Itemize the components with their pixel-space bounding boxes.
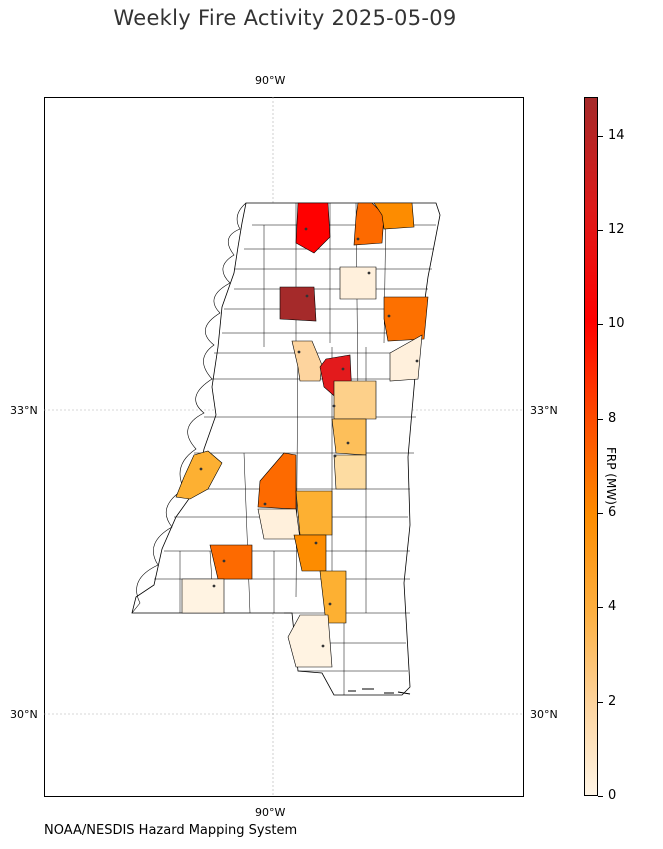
map-frame	[44, 97, 524, 797]
colorbar-tick-8	[598, 419, 603, 420]
county-fire-amber-northeast	[373, 202, 415, 230]
county-fire-orange-east	[383, 296, 429, 342]
colorbar	[584, 97, 598, 796]
county-fire-gold-center	[331, 418, 367, 456]
county-fire-pale-southwest	[181, 578, 225, 614]
county-fire-pale-east	[389, 334, 423, 382]
county-fire-red-north	[295, 202, 331, 254]
colorbar-label-2: 2	[608, 694, 617, 709]
state-outline	[131, 202, 441, 696]
source-credit: NOAA/NESDIS Hazard Mapping System	[44, 823, 298, 838]
county-fire-gold-delta	[175, 450, 223, 500]
state-map	[44, 97, 524, 797]
county-fire-pale-north	[339, 266, 377, 300]
colorbar-tick-0	[598, 796, 603, 797]
lat-label-30-right: 30°N	[530, 708, 558, 721]
colorbar-label-12: 12	[608, 222, 625, 237]
lon-label-top: 90°W	[255, 74, 286, 87]
county-fire-darkred	[279, 286, 317, 322]
colorbar-tick-14	[598, 136, 603, 137]
colorbar-tick-6	[598, 513, 603, 514]
county-fire-gold-south	[319, 570, 347, 624]
colorbar-label-0: 0	[608, 788, 617, 803]
county-fire-gold-mid	[295, 490, 333, 536]
colorbar-label-10: 10	[608, 316, 625, 331]
colorbar-label-6: 6	[608, 505, 617, 520]
lat-label-33-left: 33°N	[10, 404, 38, 417]
county-fire-orange-southwest	[209, 544, 253, 580]
county-fire-light-center	[333, 454, 367, 490]
map-title: Weekly Fire Activity 2025-05-09	[113, 6, 457, 30]
coastal-islands	[348, 688, 411, 695]
colorbar-label-8: 8	[608, 411, 617, 426]
county-fire-pale-coast	[287, 614, 333, 668]
colorbar-tick-4	[598, 607, 603, 608]
county-fire-light-band	[333, 380, 377, 420]
colorbar-title: FRP (MW)	[604, 447, 618, 505]
colorbar-tick-2	[598, 702, 603, 703]
colorbar-label-4: 4	[608, 599, 617, 614]
lat-label-30-left: 30°N	[10, 708, 38, 721]
county-fire-orange-west	[257, 452, 297, 510]
fire-counties	[175, 202, 429, 668]
colorbar-tick-10	[598, 324, 603, 325]
river-border	[131, 202, 247, 614]
lat-label-33-right: 33°N	[530, 404, 558, 417]
county-fire-orange-north	[353, 202, 385, 246]
county-fire-pale-mid	[257, 508, 301, 540]
colorbar-label-14: 14	[608, 128, 625, 143]
fire-points	[199, 227, 419, 648]
lon-label-bottom: 90°W	[255, 806, 286, 819]
colorbar-tick-12	[598, 230, 603, 231]
